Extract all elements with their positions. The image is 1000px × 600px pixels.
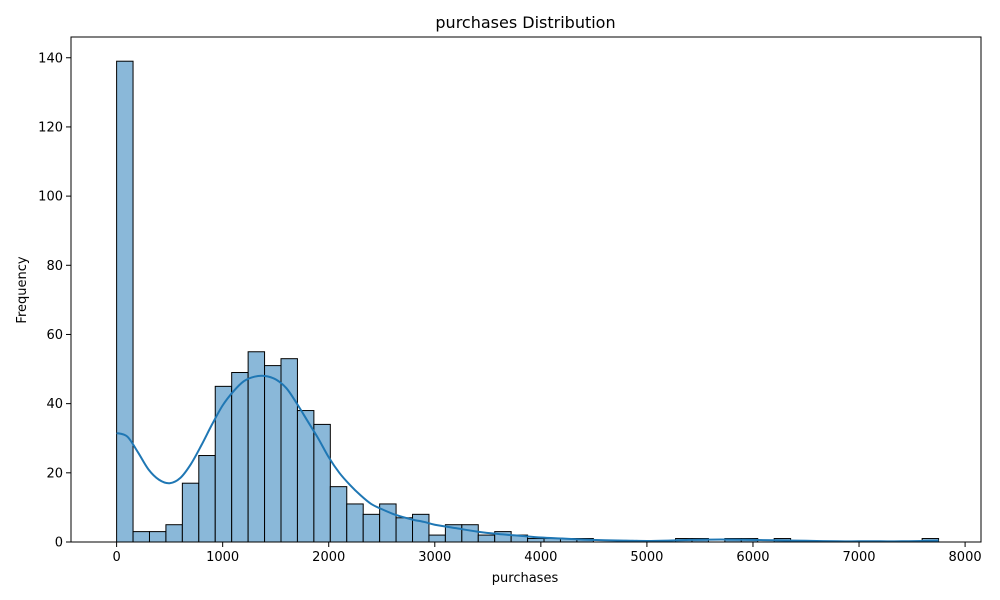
x-tick-label: 6000 (736, 550, 769, 565)
x-tick-label: 5000 (630, 550, 663, 565)
histogram-bar (428, 534, 446, 543)
x-tick-label: 7000 (842, 550, 875, 565)
histogram-bar (313, 423, 331, 543)
histogram-bar (116, 60, 134, 543)
y-tick-label: 80 (46, 259, 63, 274)
histogram-bars (116, 60, 940, 543)
histogram-bar (132, 531, 150, 543)
histogram-bar (181, 482, 200, 543)
histogram-bar (198, 455, 216, 543)
histogram-bar (165, 524, 183, 543)
y-tick-label: 140 (38, 51, 63, 66)
histogram-bar (296, 410, 315, 543)
y-tick-label: 0 (55, 536, 63, 551)
y-tick-label: 40 (46, 397, 63, 412)
y-tick-label: 20 (46, 466, 63, 481)
histogram-bar (148, 531, 167, 543)
histogram-bar (329, 486, 348, 543)
histogram-bar (412, 513, 430, 543)
kde-curve (116, 374, 939, 543)
histogram-bar (461, 524, 479, 543)
histogram-bar (477, 534, 496, 543)
x-tick-label: 8000 (949, 550, 982, 565)
histogram-bar (214, 385, 233, 543)
plot-area-frame (70, 36, 982, 543)
x-tick-label: 4000 (524, 550, 557, 565)
chart-title: purchases Distribution (435, 13, 615, 32)
x-axis-label: purchases (492, 571, 559, 586)
x-tick-label: 0 (112, 550, 120, 565)
x-tick-label: 1000 (206, 550, 239, 565)
histogram-bar (231, 372, 249, 543)
histogram-bar (346, 503, 364, 543)
y-axis: 0 20 40 60 80 100 120 140 (38, 51, 71, 551)
x-tick-label: 3000 (418, 550, 451, 565)
histogram-bar (264, 365, 282, 543)
y-axis-label: Frequency (15, 256, 30, 323)
x-tick-label: 2000 (312, 550, 345, 565)
y-tick-label: 120 (38, 120, 63, 135)
y-tick-label: 60 (46, 328, 63, 343)
y-tick-label: 100 (38, 190, 63, 205)
histogram-bar (247, 351, 266, 543)
x-axis: 0 1000 2000 3000 4000 5000 6000 7000 8000 (112, 542, 982, 565)
histogram-bar (362, 513, 381, 543)
histogram-bar (527, 538, 545, 543)
histogram-bar (395, 517, 414, 543)
